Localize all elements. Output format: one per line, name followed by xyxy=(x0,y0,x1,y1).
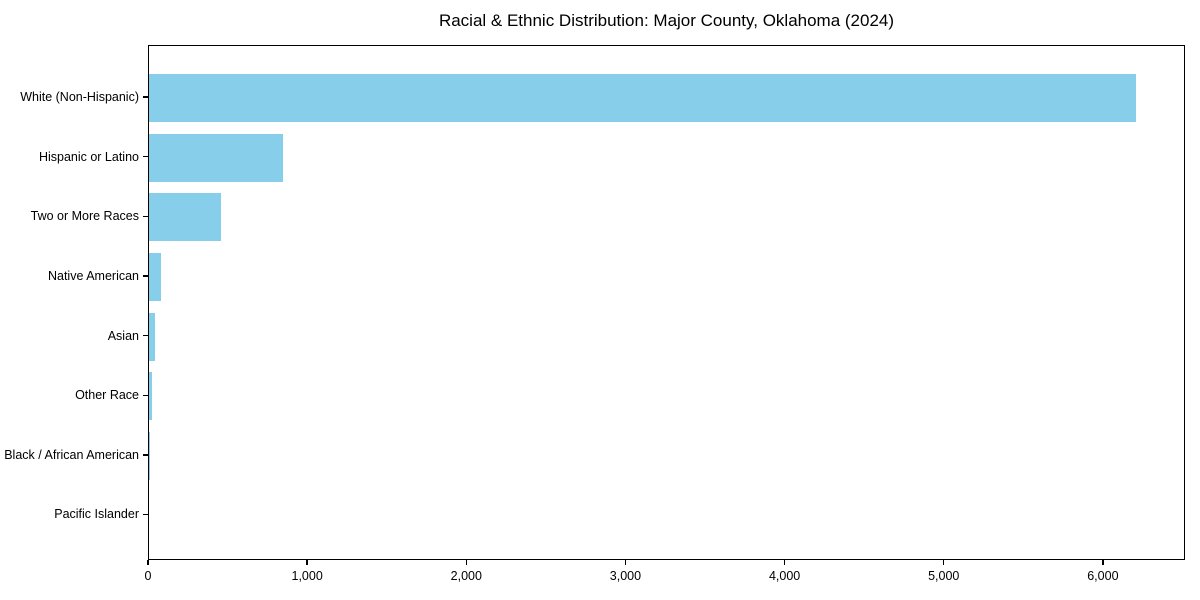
y-tick-label: Pacific Islander xyxy=(54,507,139,522)
y-tick-mark xyxy=(143,155,148,158)
x-tick-mark xyxy=(943,560,945,565)
y-tick-mark xyxy=(143,96,148,98)
y-tick-mark xyxy=(143,275,148,277)
bar xyxy=(149,431,150,480)
y-tick-label: Black / African American xyxy=(4,447,139,462)
x-tick-label: 3,000 xyxy=(609,569,642,583)
x-tick-mark xyxy=(306,560,308,565)
x-tick-mark xyxy=(1102,560,1104,565)
bar xyxy=(149,133,283,182)
x-tick-mark xyxy=(624,560,627,565)
y-tick-mark xyxy=(143,215,148,217)
bar xyxy=(149,312,156,361)
x-tick-label: 4,000 xyxy=(768,569,801,583)
x-tick-mark xyxy=(147,560,149,565)
x-tick-label: 1,000 xyxy=(291,569,323,583)
y-tick-label: Asian xyxy=(107,328,139,343)
bar xyxy=(149,74,1136,122)
x-tick-label: 0 xyxy=(144,569,152,583)
bar xyxy=(149,252,161,301)
y-tick-mark xyxy=(143,334,148,337)
x-tick-mark xyxy=(465,560,467,565)
y-tick-label: White (Non-Hispanic) xyxy=(20,90,139,104)
bar xyxy=(149,193,221,242)
x-tick-label: 2,000 xyxy=(450,569,482,583)
chart-title: Racial & Ethnic Distribution: Major Coun… xyxy=(438,11,895,30)
y-tick-mark xyxy=(143,394,148,396)
y-tick-label: Two or More Races xyxy=(30,209,139,224)
x-tick-mark xyxy=(783,560,786,565)
plot-area xyxy=(148,45,1185,560)
y-tick-mark xyxy=(143,513,148,516)
y-tick-label: Other Race xyxy=(75,388,139,403)
x-tick-label: 6,000 xyxy=(1087,569,1119,583)
x-tick-label: 5,000 xyxy=(928,569,960,583)
y-tick-mark xyxy=(143,454,148,456)
bar xyxy=(149,372,153,421)
y-tick-label: Native American xyxy=(47,268,139,283)
y-tick-label: Hispanic or Latino xyxy=(38,149,139,164)
